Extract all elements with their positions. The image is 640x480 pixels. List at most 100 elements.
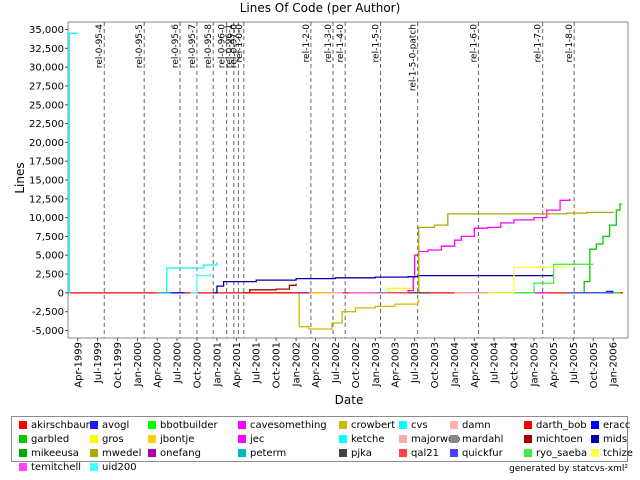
legend-swatch	[90, 463, 98, 471]
legend-swatch	[19, 421, 27, 429]
legend-label: gros	[102, 434, 124, 445]
legend-swatch	[399, 435, 407, 443]
legend-label: temitchell	[31, 462, 82, 473]
legend-label: crowbert	[351, 420, 396, 431]
x-tick-label: Jul-2000	[172, 342, 183, 384]
legend-swatch	[148, 421, 156, 429]
legend: akirschbaum avogl bbotbuilder cavesomething…	[11, 416, 633, 473]
legend-label: darth_bob	[536, 420, 587, 431]
release-label: rel-0-95-5	[135, 24, 145, 68]
x-tick-label: Oct-2005	[589, 342, 600, 388]
legend-swatch	[399, 449, 407, 457]
release-label: rel-1-7-0	[534, 24, 544, 63]
legend-item-gros: gros	[90, 433, 124, 446]
x-tick-label: Jan-2002	[292, 342, 303, 387]
chart: Lines Of Code (per Author) Lines Date -5…	[13, 1, 629, 407]
legend-swatch	[238, 449, 246, 457]
legend-swatch	[238, 421, 246, 429]
legend-item-damn: damn	[450, 419, 491, 432]
legend-item-michtoen: michtoen	[524, 433, 583, 446]
legend-item-darth_bob: darth_bob	[524, 419, 587, 432]
y-tick-label: 27,500	[29, 81, 64, 92]
series-line-ketche	[163, 262, 218, 294]
legend-swatch	[90, 449, 98, 457]
legend-swatch	[90, 421, 98, 429]
release-label: rel-1-0-0	[235, 24, 245, 63]
legend-swatch	[339, 449, 347, 457]
x-tick-label: Jul-2002	[331, 342, 342, 384]
x-tick-label: Oct-2000	[192, 342, 203, 388]
legend-swatch	[450, 421, 458, 429]
x-tick-label: Apr-2004	[470, 342, 481, 388]
series-line-pjka	[408, 292, 429, 294]
release-label: rel-0-96-0	[218, 24, 228, 68]
x-tick-label: Apr-2000	[153, 342, 164, 388]
legend-item-tchize: tchize	[591, 447, 633, 460]
series-line-mwedel	[417, 211, 614, 294]
legend-item-bbotbuilder: bbotbuilder	[148, 419, 218, 432]
release-label: rel-0-95-4	[95, 24, 105, 68]
legend-swatch	[238, 435, 246, 443]
x-tick-label: Jan-2000	[133, 342, 144, 387]
legend-swatch	[591, 435, 599, 443]
legend-label: michtoen	[536, 434, 583, 445]
legend-swatch	[19, 449, 27, 457]
x-tick-label: Jan-2004	[450, 342, 461, 387]
release-label: rel-1-3-0	[324, 24, 334, 63]
plot-area: -5,000 -2,500 0 2,500 5,000 7,500 10,000 12,500…	[29, 21, 629, 388]
x-tick-label: Oct-2001	[272, 342, 283, 388]
legend-item-jec: jec	[238, 433, 264, 446]
legend-label: mikeeusa	[31, 448, 79, 459]
series-line-tchize	[487, 266, 567, 294]
legend-item-onefang: onefang	[148, 447, 201, 460]
legend-swatch	[591, 421, 599, 429]
y-tick-label: 10,000	[29, 213, 64, 224]
legend-label: mardahl	[462, 434, 504, 445]
x-tick-label: Jul-2005	[569, 342, 580, 384]
release-label: rel-0-95-6	[171, 24, 181, 68]
legend-swatch	[399, 421, 407, 429]
x-tick-label: Oct-2003	[430, 342, 441, 388]
legend-label: majorwoo	[411, 434, 461, 445]
x-tick-label: Jul-1999	[93, 342, 104, 384]
legend-item-avogl: avogl	[90, 419, 129, 432]
x-tick-label: Jan-2003	[371, 342, 382, 387]
y-tick-label: 25,000	[29, 100, 64, 111]
credit-text: generated by statcvs-xml²	[509, 464, 628, 474]
series-line-peterm	[157, 292, 172, 294]
release-label: rel-1-5-0-patch	[409, 24, 419, 91]
legend-swatch	[591, 449, 599, 457]
legend-swatch	[339, 435, 347, 443]
y-axis-label: Lines	[13, 162, 27, 193]
x-tick-label: Oct-2004	[510, 342, 521, 388]
series-line-eracc	[170, 292, 185, 294]
x-tick-label: Oct-2002	[351, 342, 362, 388]
x-tick-label: Jan-2001	[212, 342, 223, 387]
x-tick-label: Apr-2001	[232, 342, 243, 388]
series-line-jec	[375, 198, 571, 294]
legend-label: garbled	[31, 434, 70, 445]
x-axis-label: Date	[335, 393, 364, 407]
legend-item-qal21: qal21	[399, 447, 439, 460]
release-label: rel-1-6-0	[469, 24, 479, 63]
y-tick-label: 30,000	[29, 63, 64, 74]
series-line-ryo_saeba	[507, 263, 594, 294]
legend-item-mids: mids	[591, 433, 627, 446]
legend-swatch	[524, 435, 532, 443]
series-line-damn	[328, 292, 343, 294]
legend-label: mids	[603, 434, 628, 445]
legend-item-jbontje: jbontje	[148, 433, 194, 446]
legend-item-crowbert: crowbert	[339, 419, 395, 432]
x-tick-label: Apr-2002	[311, 342, 322, 388]
legend-swatch	[19, 435, 27, 443]
legend-label: jec	[250, 434, 265, 445]
release-label: rel-0-97-0	[229, 24, 239, 68]
legend-item-mikeeusa: mikeeusa	[19, 447, 79, 460]
y-tick-label: -2,500	[32, 307, 64, 318]
legend-label: peterm	[250, 448, 287, 459]
y-tick-label: 0	[58, 288, 64, 299]
legend-label: uid200	[102, 462, 137, 473]
legend-item-garbled: garbled	[19, 433, 69, 446]
legend-item-ketche: ketche	[339, 433, 385, 446]
legend-label: avogl	[102, 420, 130, 431]
